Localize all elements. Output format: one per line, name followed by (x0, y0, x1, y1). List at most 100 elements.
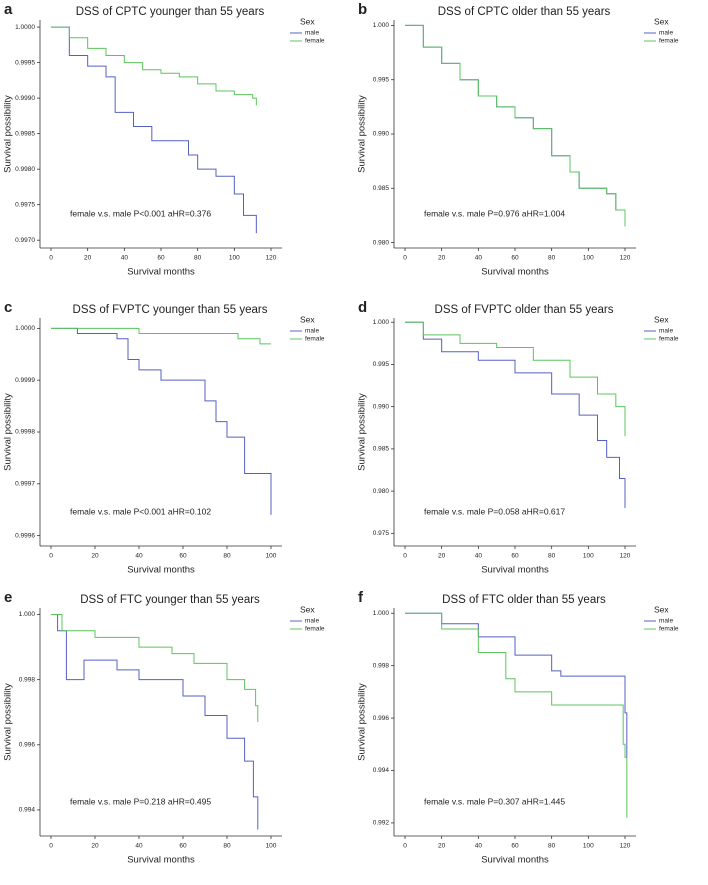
y-tick-label: 0.980 (373, 239, 390, 246)
y-tick-label: 1.000 (19, 611, 36, 618)
x-tick-label: 100 (266, 553, 277, 560)
y-axis-label: Survival possibility (3, 95, 14, 173)
y-axis-label: Survival possibility (3, 393, 14, 471)
x-tick-label: 100 (266, 843, 277, 850)
legend-title: Sex (654, 314, 669, 324)
x-tick-label: 0 (49, 255, 53, 262)
panel-letter: f (358, 589, 364, 606)
x-tick-label: 20 (84, 255, 92, 262)
y-tick-label: 0.998 (19, 676, 36, 683)
legend-label: female (659, 336, 679, 343)
legend-label: female (305, 38, 325, 45)
y-tick-label: 0.998 (373, 662, 390, 669)
x-tick-label: 0 (49, 553, 53, 560)
x-tick-label: 120 (620, 255, 631, 262)
annotation: female v.s. male P<0.001 aHR=0.376 (70, 208, 211, 218)
y-tick-label: 0.994 (373, 767, 390, 774)
y-tick-label: 0.996 (373, 715, 390, 722)
chart-title: DSS of FVPTC older than 55 years (435, 304, 614, 316)
y-tick-label: 0.9990 (15, 95, 35, 102)
x-tick-label: 100 (583, 843, 594, 850)
panel: d DSS of FVPTC older than 55 years 1.000 0.… (357, 299, 679, 576)
y-tick-label: 0.9999 (15, 377, 35, 384)
legend-label: female (659, 626, 679, 633)
survival-curve (51, 614, 259, 830)
y-tick-label: 0.975 (373, 530, 390, 537)
x-axis-label: Survival months (127, 565, 195, 576)
x-tick-label: 40 (475, 255, 483, 262)
x-tick-label: 20 (438, 255, 446, 262)
y-tick-label: 1.000 (373, 319, 390, 326)
y-tick-label: 0.9998 (15, 429, 35, 436)
survival-curve (405, 24, 626, 227)
x-tick-label: 40 (135, 843, 143, 850)
survival-curve (51, 327, 271, 345)
y-tick-label: 0.9996 (15, 532, 35, 539)
chart-title: DSS of FTC older than 55 years (442, 594, 606, 606)
y-tick-label: 0.980 (373, 488, 390, 495)
x-tick-label: 120 (620, 553, 631, 560)
y-tick-label: 0.996 (19, 742, 36, 749)
survival-curve (405, 321, 626, 508)
y-tick-label: 0.9995 (15, 59, 35, 66)
x-tick-label: 60 (511, 553, 519, 560)
survival-curve (405, 612, 628, 758)
legend-label: female (305, 626, 325, 633)
panel: f DSS of FTC older than 55 years 1.000 0.99… (357, 589, 679, 866)
x-tick-label: 40 (475, 553, 483, 560)
y-tick-label: 0.9997 (15, 481, 35, 488)
x-tick-label: 60 (179, 843, 187, 850)
x-tick-label: 60 (511, 255, 519, 262)
annotation: female v.s. male P=0.218 aHR=0.495 (70, 796, 211, 806)
annotation: female v.s. male P=0.976 aHR=1.004 (424, 208, 565, 218)
y-tick-label: 1.0000 (15, 24, 35, 31)
x-tick-label: 60 (179, 553, 187, 560)
annotation: female v.s. male P=0.058 aHR=0.617 (424, 506, 565, 516)
x-tick-label: 80 (548, 843, 556, 850)
legend-label: male (305, 618, 319, 625)
x-tick-label: 100 (583, 553, 594, 560)
survival-curve (51, 26, 257, 106)
legend-title: Sex (300, 314, 315, 324)
survival-curve (51, 614, 259, 722)
panel: e DSS of FTC younger than 55 years 1.000 0.… (3, 589, 325, 866)
x-tick-label: 80 (548, 255, 556, 262)
x-axis-label: Survival months (481, 267, 549, 278)
x-tick-label: 60 (511, 843, 519, 850)
x-tick-label: 80 (194, 255, 202, 262)
y-tick-label: 0.9970 (15, 237, 35, 244)
y-tick-label: 0.985 (373, 185, 390, 192)
survival-curve (405, 321, 626, 437)
x-tick-label: 20 (438, 843, 446, 850)
y-tick-label: 0.994 (19, 807, 36, 814)
panel-letter: c (4, 299, 12, 316)
survival-curve (51, 327, 272, 515)
y-tick-label: 0.9980 (15, 166, 35, 173)
chart-title: DSS of CPTC younger than 55 years (76, 6, 265, 18)
annotation: female v.s. male P<0.001 aHR=0.102 (70, 506, 211, 516)
y-tick-label: 0.995 (373, 361, 390, 368)
legend-label: female (659, 38, 679, 45)
legend-label: male (659, 30, 673, 37)
x-tick-label: 60 (157, 255, 165, 262)
y-axis-label: Survival possibility (357, 683, 368, 761)
x-tick-label: 40 (475, 843, 483, 850)
x-tick-label: 0 (403, 255, 407, 262)
x-tick-label: 20 (91, 553, 99, 560)
y-tick-label: 0.995 (373, 76, 390, 83)
y-tick-label: 0.992 (373, 820, 390, 827)
x-axis-label: Survival months (127, 267, 195, 278)
x-axis-label: Survival months (481, 565, 549, 576)
panel-letter: e (4, 589, 12, 606)
x-tick-label: 80 (223, 843, 231, 850)
legend-label: male (305, 30, 319, 37)
legend-title: Sex (300, 16, 315, 26)
annotation: female v.s. male P=0.307 aHR=1.445 (424, 796, 565, 806)
legend-title: Sex (300, 604, 315, 614)
y-axis-label: Survival possibility (357, 95, 368, 173)
y-tick-label: 1.0000 (15, 325, 35, 332)
x-tick-label: 20 (438, 553, 446, 560)
y-axis-label: Survival possibility (3, 683, 14, 761)
survival-curve (405, 24, 626, 227)
